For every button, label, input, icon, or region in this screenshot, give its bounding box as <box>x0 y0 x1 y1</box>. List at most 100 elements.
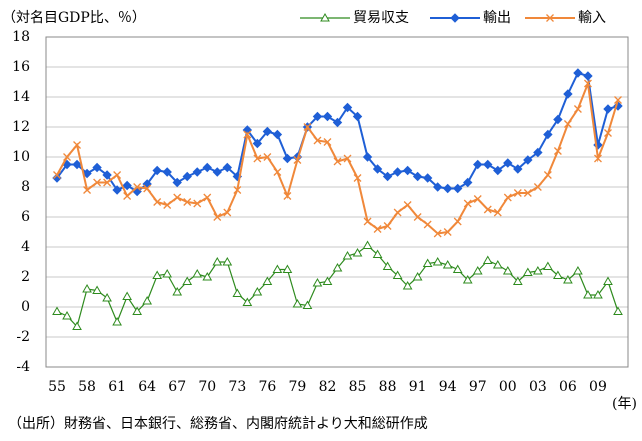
point <box>253 154 262 163</box>
point <box>583 289 593 299</box>
point <box>93 178 102 187</box>
point <box>203 193 212 202</box>
point <box>222 256 233 266</box>
point <box>402 165 413 176</box>
x-tick-label: 82 <box>319 379 337 395</box>
y-axis-label: （対名目GDP比、％） <box>2 10 146 26</box>
point <box>532 265 543 275</box>
point <box>603 104 613 114</box>
point <box>102 292 112 302</box>
point <box>502 265 513 275</box>
point <box>283 192 292 200</box>
point <box>543 129 553 140</box>
point <box>133 183 142 191</box>
point <box>162 167 172 177</box>
point <box>363 217 372 226</box>
x-tick-label: 03 <box>529 379 547 395</box>
point <box>342 250 353 260</box>
x-tick-label: 55 <box>48 379 66 395</box>
x-tick-label: 61 <box>108 379 126 395</box>
point <box>492 259 503 269</box>
x-tick-label: 97 <box>469 379 487 395</box>
point <box>362 240 373 249</box>
point <box>403 201 412 209</box>
point <box>62 310 72 320</box>
point <box>272 129 283 140</box>
point <box>233 186 242 194</box>
y-tick-label: 16 <box>12 59 30 75</box>
legend-label: 貿易収支 <box>353 10 409 26</box>
point <box>312 111 323 122</box>
point <box>573 68 583 78</box>
y-tick-label: 4 <box>21 239 30 255</box>
point <box>352 247 363 257</box>
point <box>543 261 553 270</box>
x-tick-label: 67 <box>168 379 186 395</box>
point <box>513 189 522 197</box>
point <box>92 162 102 173</box>
y-tick-label: -4 <box>16 359 30 375</box>
point <box>342 102 353 113</box>
plot-border <box>45 36 629 368</box>
x-tick-label: 64 <box>138 379 156 395</box>
point <box>112 316 122 326</box>
point <box>192 268 203 278</box>
x-tick-label: 91 <box>409 379 427 395</box>
y-tick-label: 0 <box>21 299 30 315</box>
point <box>52 306 62 315</box>
point <box>463 199 472 208</box>
point <box>333 157 342 166</box>
point <box>103 178 112 187</box>
point <box>382 171 393 182</box>
y-tick-label: 6 <box>21 209 30 225</box>
point <box>343 154 352 163</box>
point <box>132 306 143 315</box>
point <box>583 79 592 88</box>
point <box>413 213 422 221</box>
point <box>553 147 562 155</box>
x-tick-label: 76 <box>258 379 276 395</box>
series-line <box>56 71 619 193</box>
y-tick-label: 10 <box>12 149 30 165</box>
point <box>453 183 463 194</box>
x-tick-label: 73 <box>228 379 246 395</box>
point <box>472 265 483 275</box>
point <box>142 295 153 305</box>
point <box>232 288 243 297</box>
point <box>433 229 442 238</box>
point <box>353 174 362 182</box>
point <box>182 171 192 182</box>
point <box>122 291 132 300</box>
point <box>573 105 582 113</box>
point <box>503 158 513 168</box>
x-tick-label: 85 <box>349 379 367 395</box>
series-line <box>56 79 619 235</box>
point <box>82 283 92 293</box>
point <box>553 270 563 279</box>
point <box>483 205 492 214</box>
point <box>462 274 473 284</box>
legend-label: 輸入 <box>578 10 606 26</box>
point <box>453 217 462 226</box>
point <box>323 138 332 146</box>
point <box>362 152 373 162</box>
point <box>533 147 543 158</box>
point <box>513 164 523 174</box>
point <box>262 276 273 285</box>
x-tick-label: 06 <box>559 379 577 395</box>
point <box>423 220 432 229</box>
y-tick-label: 8 <box>21 179 30 195</box>
point <box>212 256 223 266</box>
point <box>412 271 423 281</box>
point <box>450 13 460 23</box>
point <box>312 277 323 287</box>
point <box>383 222 392 230</box>
point <box>153 198 162 206</box>
point <box>302 300 313 309</box>
point <box>432 256 443 266</box>
point <box>202 162 212 173</box>
point <box>63 153 71 161</box>
point <box>322 111 333 122</box>
point <box>83 186 92 194</box>
